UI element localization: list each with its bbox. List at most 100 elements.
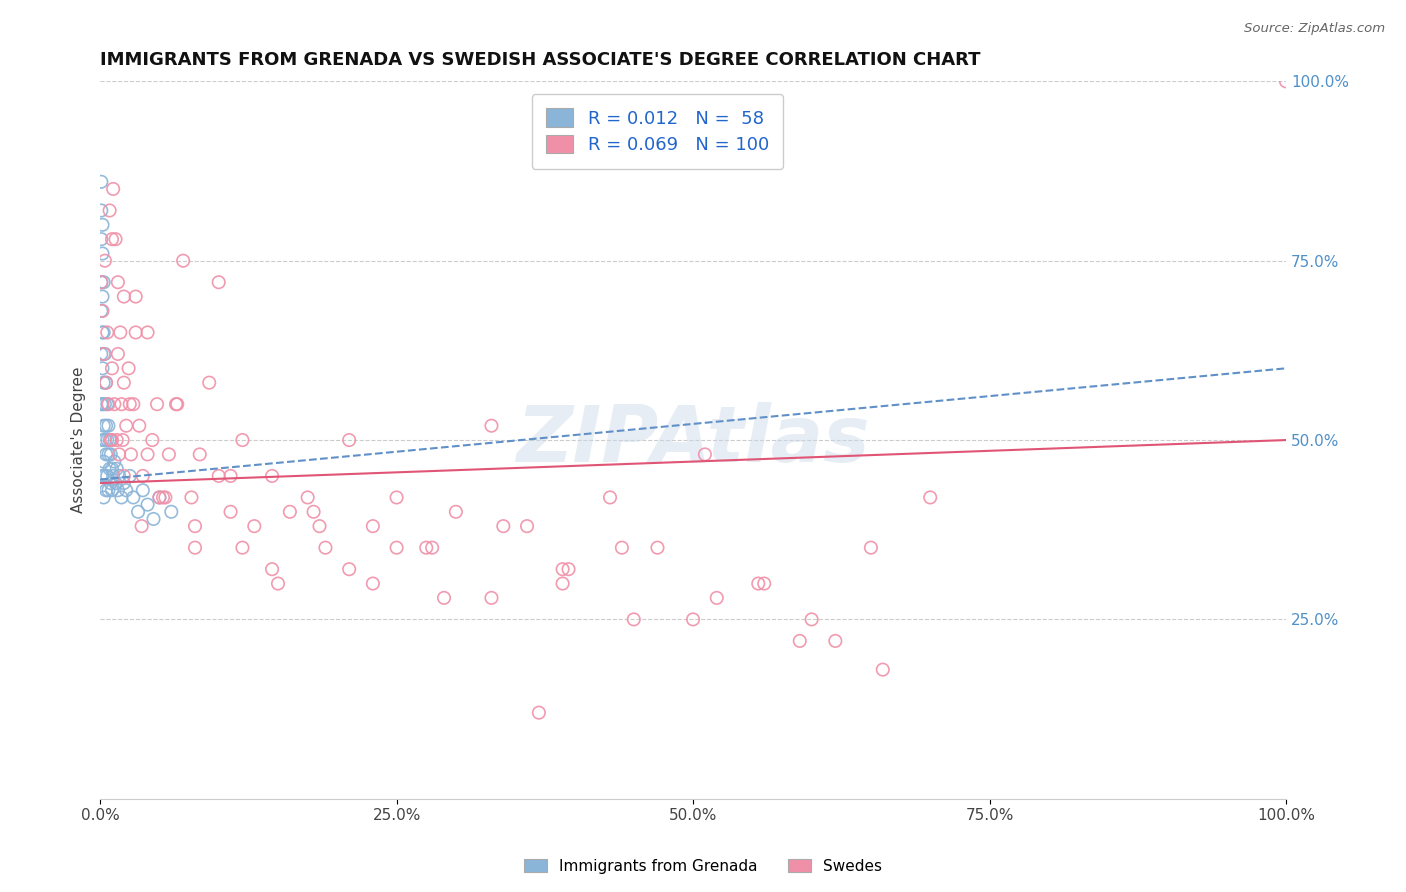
Point [91,361,114,376]
Point [118,397,141,411]
Point [122,491,145,505]
Point [492,519,515,533]
Point [101,361,124,376]
Point [516,519,538,533]
Point [415,541,437,555]
Point [872,663,894,677]
Point [125,326,148,340]
Point [93,454,115,468]
Point [91,326,114,340]
Point [103,397,125,411]
Point [1275,74,1298,88]
Point [647,541,669,555]
Point [90,304,112,318]
Point [96,397,118,411]
Point [115,483,138,498]
Point [125,289,148,303]
Text: IMMIGRANTS FROM GRENADA VS SWEDISH ASSOCIATE'S DEGREE CORRELATION CHART: IMMIGRANTS FROM GRENADA VS SWEDISH ASSOC… [100,51,980,69]
Point [108,447,131,461]
Point [90,347,112,361]
Point [107,275,129,289]
Point [188,447,211,461]
Point [93,491,115,505]
Point [103,454,125,468]
Point [122,397,145,411]
Point [172,253,194,268]
Point [314,541,336,555]
Point [93,275,115,289]
Point [481,591,503,605]
Point [219,469,242,483]
Point [682,612,704,626]
Point [101,182,124,196]
Point [551,576,574,591]
Point [337,562,360,576]
Point [111,433,134,447]
Point [94,418,117,433]
Point [97,483,120,498]
Point [108,469,131,483]
Point [157,447,180,461]
Point [90,232,112,246]
Point [101,232,124,246]
Point [90,275,112,289]
Point [91,397,114,411]
Point [104,476,127,491]
Point [107,347,129,361]
Point [361,576,384,591]
Point [557,562,579,576]
Point [262,562,284,576]
Point [90,175,112,189]
Point [91,289,114,303]
Point [100,476,122,491]
Point [243,519,266,533]
Point [208,275,231,289]
Point [148,491,170,505]
Point [184,541,207,555]
Point [104,232,127,246]
Point [94,433,117,447]
Point [94,376,117,390]
Point [118,469,141,483]
Point [420,541,443,555]
Point [94,397,117,411]
Point [297,491,319,505]
Point [198,376,221,390]
Point [110,326,132,340]
Point [128,418,150,433]
Point [142,512,165,526]
Point [920,491,942,505]
Point [96,469,118,483]
Point [90,397,112,411]
Point [96,326,118,340]
Point [98,462,121,476]
Point [112,376,135,390]
Point [97,447,120,461]
Point [623,612,645,626]
Point [112,289,135,303]
Point [693,447,716,461]
Point [551,562,574,576]
Point [112,469,135,483]
Point [180,491,202,505]
Point [131,519,153,533]
Point [94,483,117,498]
Legend: Immigrants from Grenada, Swedes: Immigrants from Grenada, Swedes [517,853,889,880]
Point [117,361,139,376]
Point [91,218,114,232]
Point [105,433,128,447]
Point [132,469,155,483]
Point [262,469,284,483]
Text: ZIPAtlas: ZIPAtlas [516,402,870,478]
Point [302,505,325,519]
Point [754,576,776,591]
Point [93,347,115,361]
Point [219,505,242,519]
Point [93,376,115,390]
Point [112,476,135,491]
Point [120,447,142,461]
Point [91,433,114,447]
Point [91,304,114,318]
Point [98,433,121,447]
Point [231,433,253,447]
